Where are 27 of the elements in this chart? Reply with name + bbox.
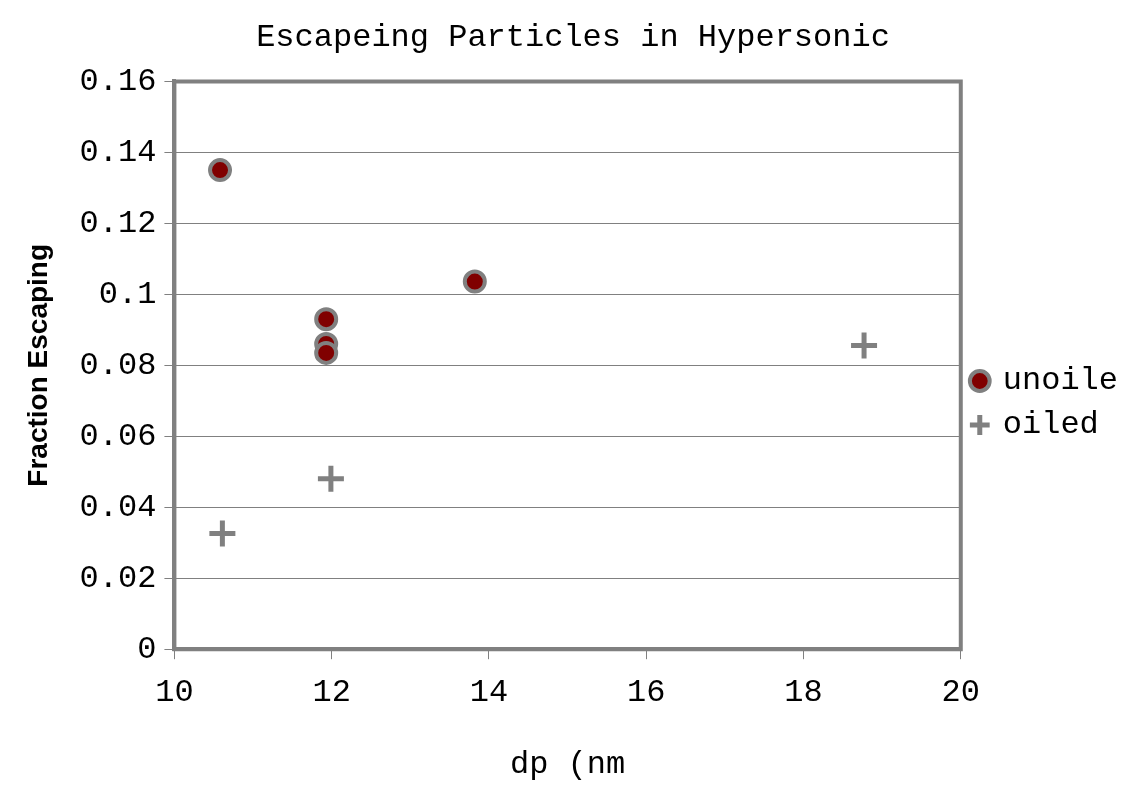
y-tick-label: 0.16 (79, 62, 157, 100)
y-tick-label: 0.04 (79, 488, 157, 526)
x-axis-title: dp (nm (509, 746, 626, 784)
legend-label: unoile (1002, 362, 1118, 400)
y-axis-title: Fraction Escaping (21, 243, 53, 487)
point (462, 269, 487, 294)
chart-title: Escapeing Particles in Hypersonic (256, 18, 890, 56)
y-tick-label: 0.02 (79, 559, 157, 597)
y-tick-label: 0.14 (79, 133, 157, 171)
point (208, 158, 233, 183)
legend-label: oiled (1002, 406, 1099, 444)
y-tick-label: 0.06 (79, 417, 157, 455)
y-tick-label: 0.1 (98, 275, 157, 313)
point (314, 340, 339, 365)
x-tick-label: 10 (155, 673, 194, 711)
y-tick-label: 0.08 (79, 346, 157, 384)
x-tick-label: 20 (941, 673, 980, 711)
point (317, 465, 344, 492)
point (314, 307, 339, 332)
point (209, 520, 236, 547)
point (851, 332, 878, 359)
x-tick-label: 16 (627, 673, 666, 711)
y-tick-label: 0 (137, 630, 157, 668)
x-tick-label: 14 (469, 673, 509, 711)
y-tick-label: 0.12 (79, 204, 157, 242)
x-tick-label: 12 (312, 673, 351, 711)
x-tick-label: 18 (784, 673, 823, 711)
